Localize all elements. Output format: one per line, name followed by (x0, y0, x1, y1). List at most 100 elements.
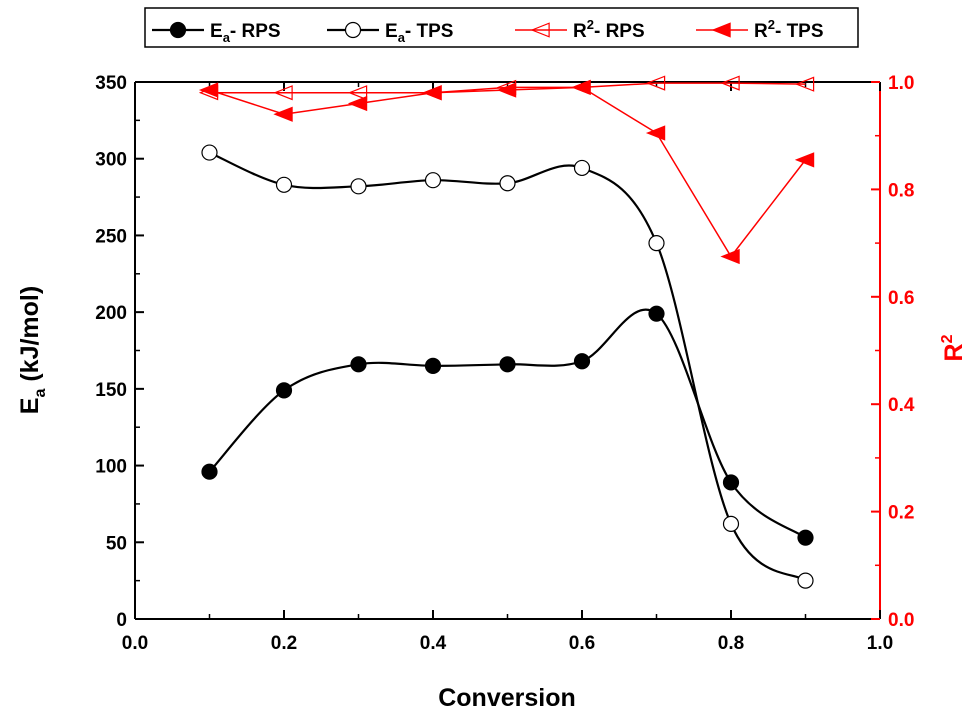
y-right-tick-label: 0.0 (888, 610, 914, 631)
legend-label-rest: - RPS (594, 21, 645, 42)
data-point (198, 82, 219, 98)
data-point (499, 356, 516, 373)
y-left-tick-label: 300 (95, 150, 127, 171)
x-axis-title: Conversion (438, 684, 576, 711)
y-right-tick-label: 0.2 (888, 503, 914, 524)
y-left-tick-label: 200 (95, 303, 127, 324)
y-right-title-main: R (940, 343, 968, 361)
legend-label-main: R (754, 21, 768, 42)
legend-label-main: E (385, 21, 398, 42)
data-point (347, 85, 368, 101)
data-point (424, 357, 442, 374)
data-point (201, 144, 218, 161)
legend-marker (711, 22, 731, 38)
data-point (722, 515, 740, 532)
legend-label-main: R (573, 21, 587, 42)
legend-label-sub: a (398, 30, 406, 45)
series-4 (198, 79, 815, 265)
data-point (645, 125, 666, 141)
legend-label-sup: 2 (587, 17, 594, 32)
legend-label-rest: - TPS (775, 21, 824, 42)
series-line (209, 151, 807, 582)
data-point (201, 463, 218, 480)
legend-label-sub: a (223, 30, 231, 45)
legend-entry: R2- RPS (515, 17, 645, 42)
y-right-title-sup: 2 (939, 334, 956, 343)
data-point (794, 76, 815, 92)
y-right-tick-label: 0.8 (888, 180, 914, 201)
data-point (275, 176, 293, 193)
y-right-tick-label: 0.6 (888, 288, 914, 309)
legend-label: Ea- TPS (385, 21, 453, 45)
data-point (422, 85, 442, 101)
legend: Ea- RPS Ea- TPS R2- RPS R2- TPS (144, 7, 859, 48)
data-point (350, 356, 367, 373)
tick-labels: 0.0 0.2 0.4 0.6 0.8 1.0 0 50 100 150 200 250 300 350 0… (95, 73, 915, 654)
legend-label: R2- RPS (573, 17, 645, 42)
legend-entry: Ea- TPS (327, 21, 453, 45)
legend-marker (530, 22, 550, 38)
data-point (350, 178, 367, 195)
legend-marker (169, 21, 187, 39)
y-left-title-sub: a (32, 389, 49, 398)
x-tick-label: 0.6 (569, 633, 595, 654)
data-point (273, 85, 293, 101)
data-point (645, 75, 666, 91)
data-point (571, 79, 591, 96)
y-right-tick-label: 1.0 (888, 73, 914, 94)
svg-text:R2: R2 (939, 334, 968, 361)
legend-marker (344, 21, 362, 39)
series-line (208, 308, 807, 539)
data-point (573, 353, 591, 370)
series-1 (201, 305, 814, 546)
y-left-tick-label: 50 (106, 533, 127, 554)
data-point (722, 474, 740, 491)
data-point (797, 572, 814, 589)
y-left-tick-label: 0 (116, 610, 127, 631)
data-point (496, 82, 517, 98)
data-point (275, 382, 293, 399)
y-left-tick-label: 100 (95, 457, 127, 478)
data-point (794, 152, 815, 168)
y-right-tick-label: 0.4 (888, 395, 915, 416)
data-point (648, 305, 665, 322)
legend-label: Ea- RPS (210, 21, 281, 45)
plot-area (198, 75, 815, 589)
data-point (573, 159, 591, 177)
y-left-axis-title: Ea (kJ/mol) (16, 286, 49, 414)
x-tick-label: 0.2 (271, 633, 297, 654)
legend-label-rest: - TPS (405, 21, 454, 42)
data-point (347, 95, 368, 112)
data-point (273, 106, 293, 122)
legend-label-main: E (210, 21, 223, 42)
x-tick-label: 0.0 (122, 633, 148, 654)
y-left-title-main: E (16, 398, 44, 415)
y-left-tick-label: 250 (95, 226, 127, 247)
x-tick-label: 0.4 (420, 633, 447, 654)
svg-text:Ea (kJ/mol): Ea (kJ/mol) (16, 286, 49, 414)
data-point (720, 248, 740, 265)
data-point (797, 529, 814, 546)
y-right-axis-title: R2 (939, 334, 968, 361)
data-point (424, 172, 442, 189)
x-tick-label: 0.8 (718, 633, 744, 654)
data-point (720, 75, 740, 91)
series-2 (201, 144, 814, 589)
data-point (499, 175, 516, 192)
data-point (648, 235, 665, 252)
x-tick-label: 1.0 (867, 633, 893, 654)
series-line (209, 86, 807, 258)
legend-label: R2- TPS (754, 17, 824, 42)
legend-frame (144, 7, 859, 48)
y-left-tick-label: 350 (95, 73, 127, 94)
legend-entries: Ea- RPS Ea- TPS R2- RPS R2- TPS (152, 17, 824, 45)
legend-entry: Ea- RPS (152, 21, 281, 45)
legend-entry: R2- TPS (696, 17, 824, 42)
y-left-tick-label: 150 (95, 380, 127, 401)
axes (134, 81, 881, 620)
y-left-title-rest: (kJ/mol) (16, 286, 44, 389)
legend-label-rest: - RPS (230, 21, 281, 42)
ticks (134, 81, 881, 620)
legend-label-sup: 2 (768, 17, 775, 32)
